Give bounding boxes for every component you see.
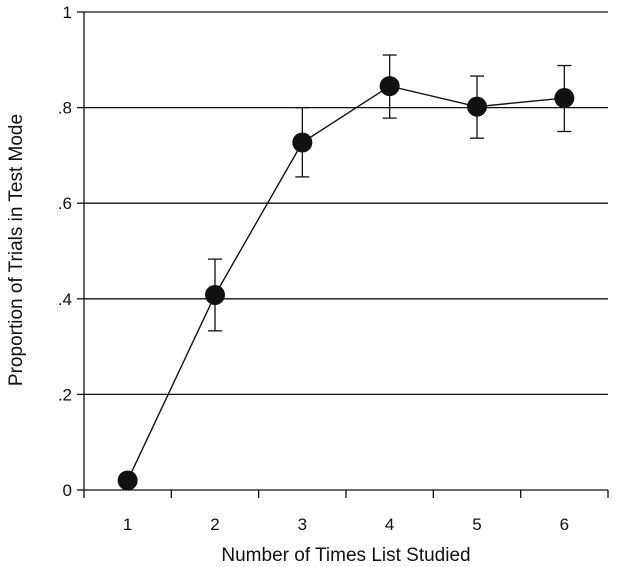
series-line: [127, 85, 565, 481]
data-point: [117, 470, 138, 491]
x-tick-label: 3: [298, 515, 307, 534]
data-point: [554, 88, 575, 109]
x-tick-label: 1: [123, 515, 132, 534]
y-tick-label: .4: [58, 290, 72, 309]
data-point: [467, 96, 487, 117]
data-points: [117, 76, 575, 491]
data-point: [292, 132, 313, 153]
gridlines: [84, 11, 608, 396]
y-tick-label: 1: [63, 3, 72, 22]
axes: [83, 12, 608, 491]
data-point: [379, 76, 400, 97]
y-tick-label: 0: [63, 481, 72, 500]
x-tick-label: 5: [472, 515, 481, 534]
series-line-layer: [127, 85, 565, 481]
x-axis-title: Number of Times List Studied: [221, 545, 470, 566]
y-tick-label: .8: [58, 99, 72, 118]
x-tick-label: 6: [560, 515, 569, 534]
data-point: [205, 284, 225, 305]
ticks: 0 .2 .4 .6 .8 1 1 2 3 4 5 6: [58, 3, 609, 534]
y-tick-label: .6: [58, 194, 72, 213]
y-axis-title: Proportion of Trials in Test Mode: [6, 114, 27, 386]
error-bars: [208, 54, 572, 332]
y-tick-label: .2: [58, 385, 72, 404]
x-tick-label: 4: [385, 515, 394, 534]
x-tick-label: 2: [210, 515, 219, 534]
